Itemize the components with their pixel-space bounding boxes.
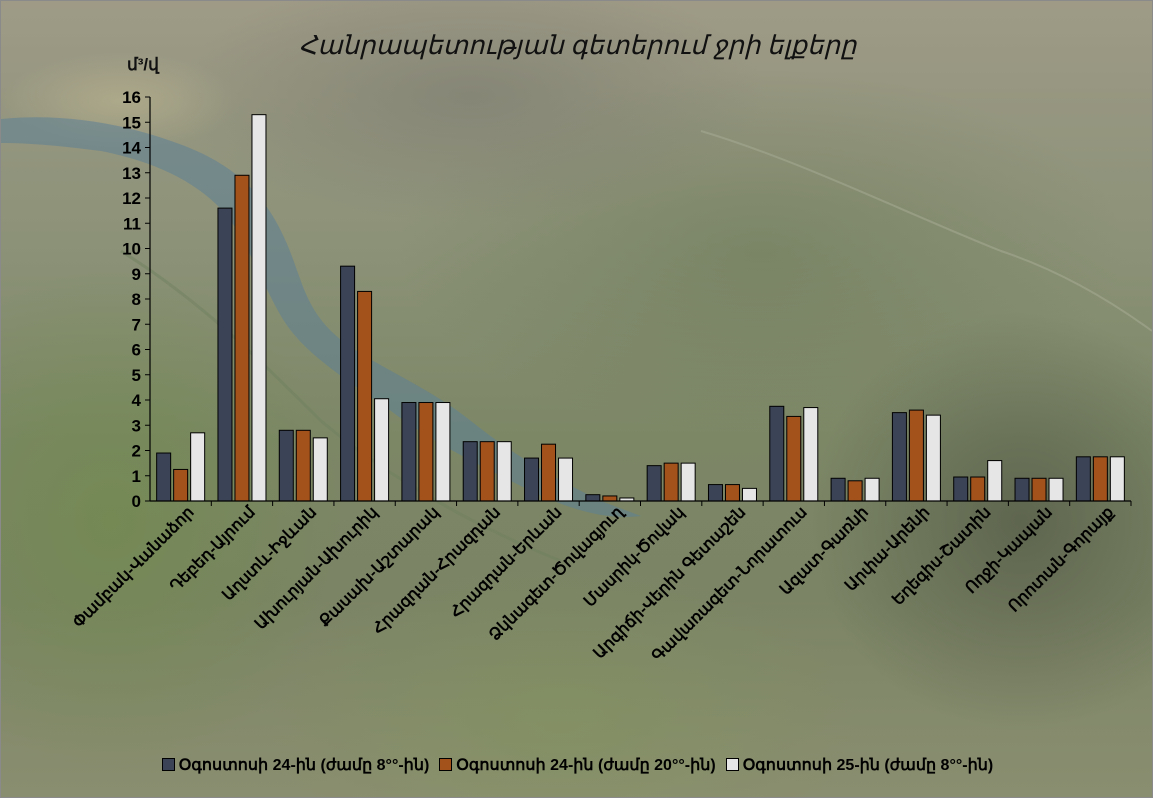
y-tick-label: 12 [122,189,141,208]
bar [541,443,557,502]
y-tick-label: 6 [132,341,141,360]
bar [786,415,802,502]
bar [357,290,373,502]
y-tick-label: 11 [123,214,141,233]
bar [769,405,785,502]
legend-swatch [725,758,739,771]
x-tick-label: Փամբակ-Վանաձոր [70,504,197,631]
bar [970,476,986,502]
bar [585,494,601,502]
bar [156,452,172,502]
y-tick-label: 13 [122,164,141,183]
y-tick-label: 1 [132,467,141,486]
x-tick-label: Հրազդան-Երևան [448,504,566,622]
y-tick-label: 15 [122,113,141,132]
bar [435,402,451,502]
bar [1075,456,1091,502]
y-tick-label: 14 [122,139,141,158]
y-tick-label: 9 [132,265,141,284]
y-tick-label: 0 [132,492,141,511]
bar [418,402,434,502]
bar [891,412,907,502]
bar [803,407,819,502]
bar [462,441,478,502]
bar [401,402,417,502]
y-tick-label: 7 [132,315,141,334]
legend-swatch [161,758,175,771]
x-tick-label: Ախուրյան-Ախուրիկ [252,504,381,633]
x-tick-label: Մասրիկ-Ծովակ [581,504,688,611]
bar [234,174,250,502]
x-tick-label: Քասախ-Աշտարակ [316,504,442,630]
bar [1092,456,1108,502]
bar [1031,477,1047,502]
bar [663,462,679,502]
bar [1109,456,1125,502]
chart-title: Հանրապետության գետերում ջրի ելքերը [298,31,857,60]
y-tick-label: 4 [132,391,142,410]
bar [1014,477,1030,502]
legend-label: Օգոստոսի 25-ին (ժամը 8°°-ին) [742,757,994,774]
bar [524,457,540,502]
y-tick-label: 16 [122,88,141,107]
bar [741,487,757,502]
y-tick-label: 8 [132,290,141,309]
y-tick-label: 5 [132,366,141,385]
bar [479,441,495,502]
y-tick-label: 2 [132,442,141,461]
bar [987,460,1003,502]
bar [646,465,662,502]
legend-item: Օգոստոսի 25-ին (ժամը 8°°-ին) [725,755,994,775]
legend-swatch [439,758,453,771]
bar [340,265,356,502]
bar [908,409,924,502]
legend-label: Օգոստոսի 24-ին (ժամը 20°°-ին) [456,757,716,774]
bar [173,468,189,502]
x-tick-label: Որոտան-Գորայք [1005,504,1117,616]
bar [374,398,390,502]
bar [251,114,267,502]
bar [496,441,512,502]
bar [602,495,618,502]
bar [1048,477,1064,502]
bar [830,477,846,502]
legend-item: Օգոստոսի 24-ին (ժամը 20°°-ին) [439,755,716,775]
bar [190,432,206,502]
y-axis-label: մ³/վ [127,55,159,74]
legend-item: Օգոստոսի 24-ին (ժամը 8°°-ին) [161,755,430,775]
bar [707,484,723,502]
bar [925,414,941,502]
bar [312,437,328,502]
bar [558,457,574,502]
y-tick-label: 3 [132,416,141,435]
bar [847,480,863,502]
x-tick-label: Հրազդան-Հրազդան [370,504,504,638]
legend: Օգոստոսի 24-ին (ժամը 8°°-ին) Օգոստոսի 24-… [1,755,1152,775]
bar [953,476,969,502]
y-tick-label: 10 [122,240,141,259]
bar [680,462,696,502]
bar [724,484,740,502]
bar [278,429,294,502]
bar [864,477,880,502]
bar [217,207,233,502]
bar [295,429,311,502]
legend-label: Օգոստոսի 24-ին (ժամը 8°°-ին) [178,757,430,774]
